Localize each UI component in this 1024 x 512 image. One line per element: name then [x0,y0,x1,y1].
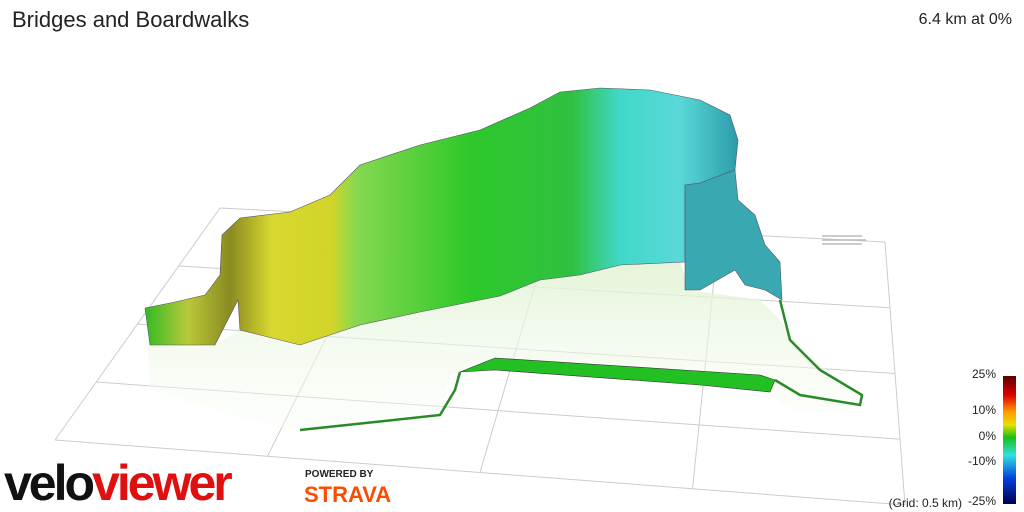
grid-line [884,241,906,506]
route-wall-east [684,169,783,301]
gradient-legend [1003,376,1016,504]
title: Bridges and Boardwalks [12,7,249,32]
route-wall [144,87,739,346]
logo-viewer: viewer [92,455,232,511]
legend-label: 10% [972,403,996,417]
legend-label: 25% [972,367,996,381]
grid-line [54,439,906,506]
compass [822,235,866,245]
route-south [299,299,864,432]
legend-label: 0% [979,429,997,443]
legend-labels: 25% 10% 0% -10% -25% [968,367,996,508]
logo-velo: velo [4,455,94,511]
powered-by: POWERED BY [305,469,374,480]
summary: 6.4 km at 0% [919,11,1012,28]
strava-logo: STRAVA [304,482,391,507]
veloviewer-logo: veloviewer [4,455,232,511]
route-reflection [148,262,860,432]
route-boardwalk [459,357,776,393]
grid-note: (Grid: 0.5 km) [889,496,962,510]
legend-label: -25% [968,494,996,508]
legend-label: -10% [968,454,996,468]
